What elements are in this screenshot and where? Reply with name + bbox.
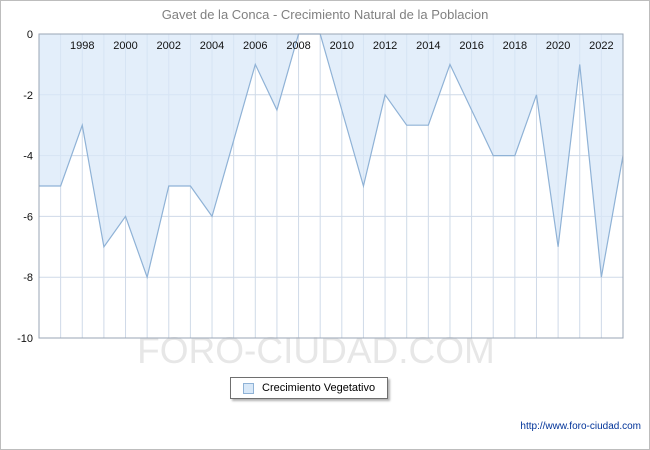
y-tick-label: -2 (23, 90, 33, 102)
y-tick-label: -8 (23, 272, 33, 284)
x-tick-label: 2002 (157, 40, 181, 52)
x-tick-label: 2004 (200, 40, 224, 52)
area-series-line (39, 33, 624, 280)
plot-border (38, 33, 624, 339)
y-tick-label: -6 (23, 211, 33, 223)
x-tick-label: 2014 (416, 40, 440, 52)
legend-marker-icon (243, 382, 254, 394)
y-tick-label: 0 (27, 29, 33, 41)
x-tick-label: 2006 (243, 40, 267, 52)
x-tick-label: 2020 (546, 40, 570, 52)
x-tick-label: 2010 (330, 40, 354, 52)
area-series (39, 34, 623, 278)
legend-label: Crecimiento Vegetativo (262, 382, 376, 394)
watermark: FORO-CIUDAD.COM (137, 330, 495, 371)
x-tick-label: 2016 (459, 40, 483, 52)
x-tick-label: 1998 (70, 40, 94, 52)
footer-url-link[interactable]: http://www.foro-ciudad.com (520, 421, 641, 432)
x-tick-label: 2012 (373, 40, 397, 52)
x-tick-label: 2018 (503, 40, 527, 52)
chart-title: Gavet de la Conca - Crecimiento Natural … (161, 7, 489, 22)
y-tick-label: -4 (23, 151, 33, 163)
x-tick-label: 2008 (286, 40, 310, 52)
x-tick-label: 2000 (113, 40, 137, 52)
x-tick-label: 2022 (589, 40, 613, 52)
legend: Crecimiento Vegetativo (230, 377, 389, 399)
y-tick-label: -10 (17, 333, 33, 345)
